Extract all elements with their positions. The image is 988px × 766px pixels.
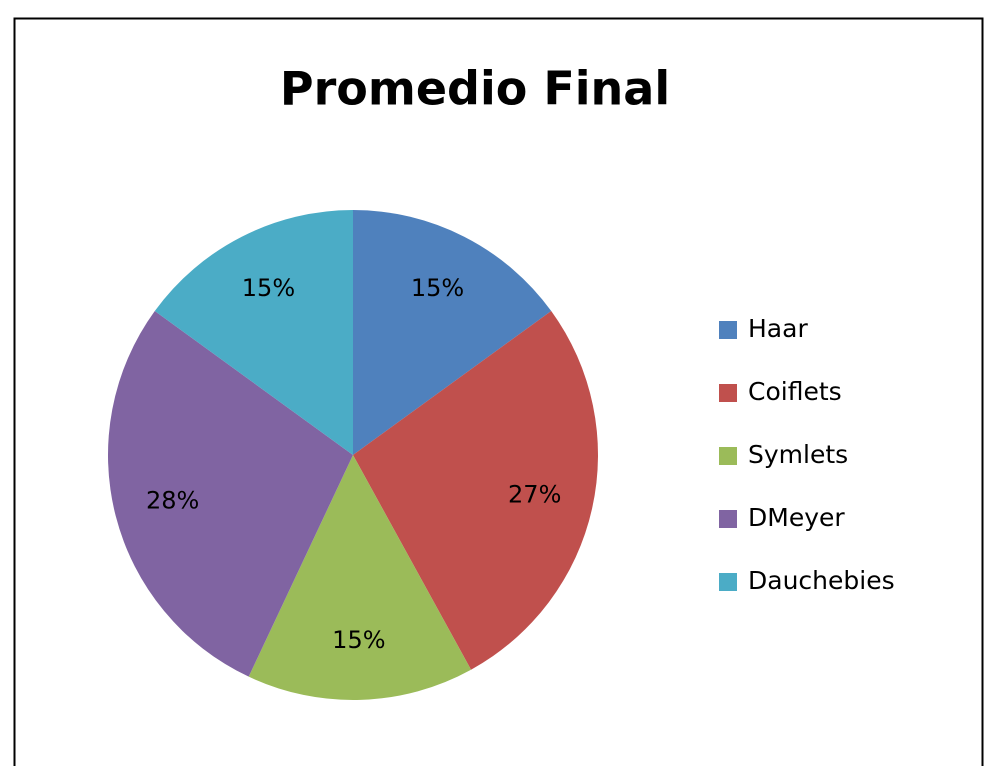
chart-title: Promedio Final [280, 62, 670, 116]
legend-label: Haar [748, 314, 808, 343]
legend-label: Dauchebies [748, 566, 895, 595]
data-label: 15% [332, 626, 385, 654]
pie-slice [248, 455, 472, 700]
pie-slice [154, 210, 353, 455]
pie-slice [353, 310, 599, 670]
legend-swatch [719, 447, 737, 465]
legend-label: Symlets [748, 440, 848, 469]
pie-slice [108, 310, 353, 677]
data-label: 15% [411, 274, 464, 302]
pie-slice [353, 210, 552, 455]
data-label: 27% [508, 481, 561, 509]
legend-swatch [719, 384, 737, 402]
data-label: 15% [242, 274, 295, 302]
data-label: 28% [146, 486, 199, 514]
legend-swatch [719, 573, 737, 591]
legend-swatch [719, 321, 737, 339]
legend-label: DMeyer [748, 503, 845, 532]
legend-label: Coiflets [748, 377, 842, 406]
legend-swatch [719, 510, 737, 528]
